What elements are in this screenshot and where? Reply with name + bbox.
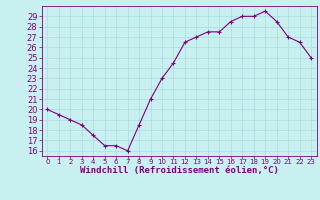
X-axis label: Windchill (Refroidissement éolien,°C): Windchill (Refroidissement éolien,°C) — [80, 166, 279, 175]
